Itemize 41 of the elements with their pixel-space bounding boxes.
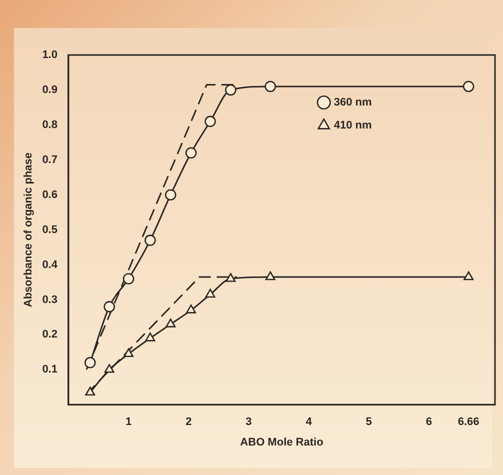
y-tick-label: 0.3 [42, 294, 58, 306]
x-tick-label: 3 [246, 416, 252, 428]
point [144, 234, 156, 246]
y-tick-label: 0.5 [42, 224, 58, 236]
point [226, 273, 236, 282]
y-tick-label: 0.4 [42, 258, 58, 271]
point [145, 332, 156, 342]
point [104, 301, 115, 312]
x-tick-label: 2 [186, 416, 192, 428]
y-tick-label: 1.0 [42, 49, 58, 62]
x-tick-label: 5 [366, 416, 372, 428]
point [84, 357, 96, 368]
point [462, 80, 474, 92]
x-tick-label: 6 [426, 416, 432, 428]
point [464, 271, 474, 280]
y-tick-label: 0.7 [42, 154, 58, 166]
point [166, 318, 176, 328]
point [264, 80, 276, 92]
x-tick-label: 1 [126, 416, 132, 428]
y-tick-label: 0.9 [42, 84, 58, 96]
y-tick-label: 0.1 [42, 364, 58, 376]
x-tick-label: 6.66 [458, 416, 480, 428]
legend-label: 360 nm [334, 96, 372, 109]
point [205, 288, 216, 298]
point [225, 84, 236, 96]
y-tick-label: 0.8 [42, 118, 58, 131]
y-tick-label: 0.6 [42, 188, 58, 201]
point [124, 348, 134, 358]
point [104, 364, 114, 373]
x-tick-label: 4 [306, 416, 313, 428]
point [265, 271, 276, 280]
point [122, 273, 134, 284]
point [164, 189, 176, 200]
y-axis-title: Absorbance of organic phase [22, 152, 35, 308]
x-axis-title: ABO Mole Ratio [240, 436, 324, 448]
point [204, 116, 216, 128]
point [85, 386, 96, 396]
point [186, 304, 196, 314]
y-tick-label: 0.2 [42, 328, 58, 341]
legend-label: 410 nm [334, 120, 372, 132]
point [185, 147, 197, 159]
